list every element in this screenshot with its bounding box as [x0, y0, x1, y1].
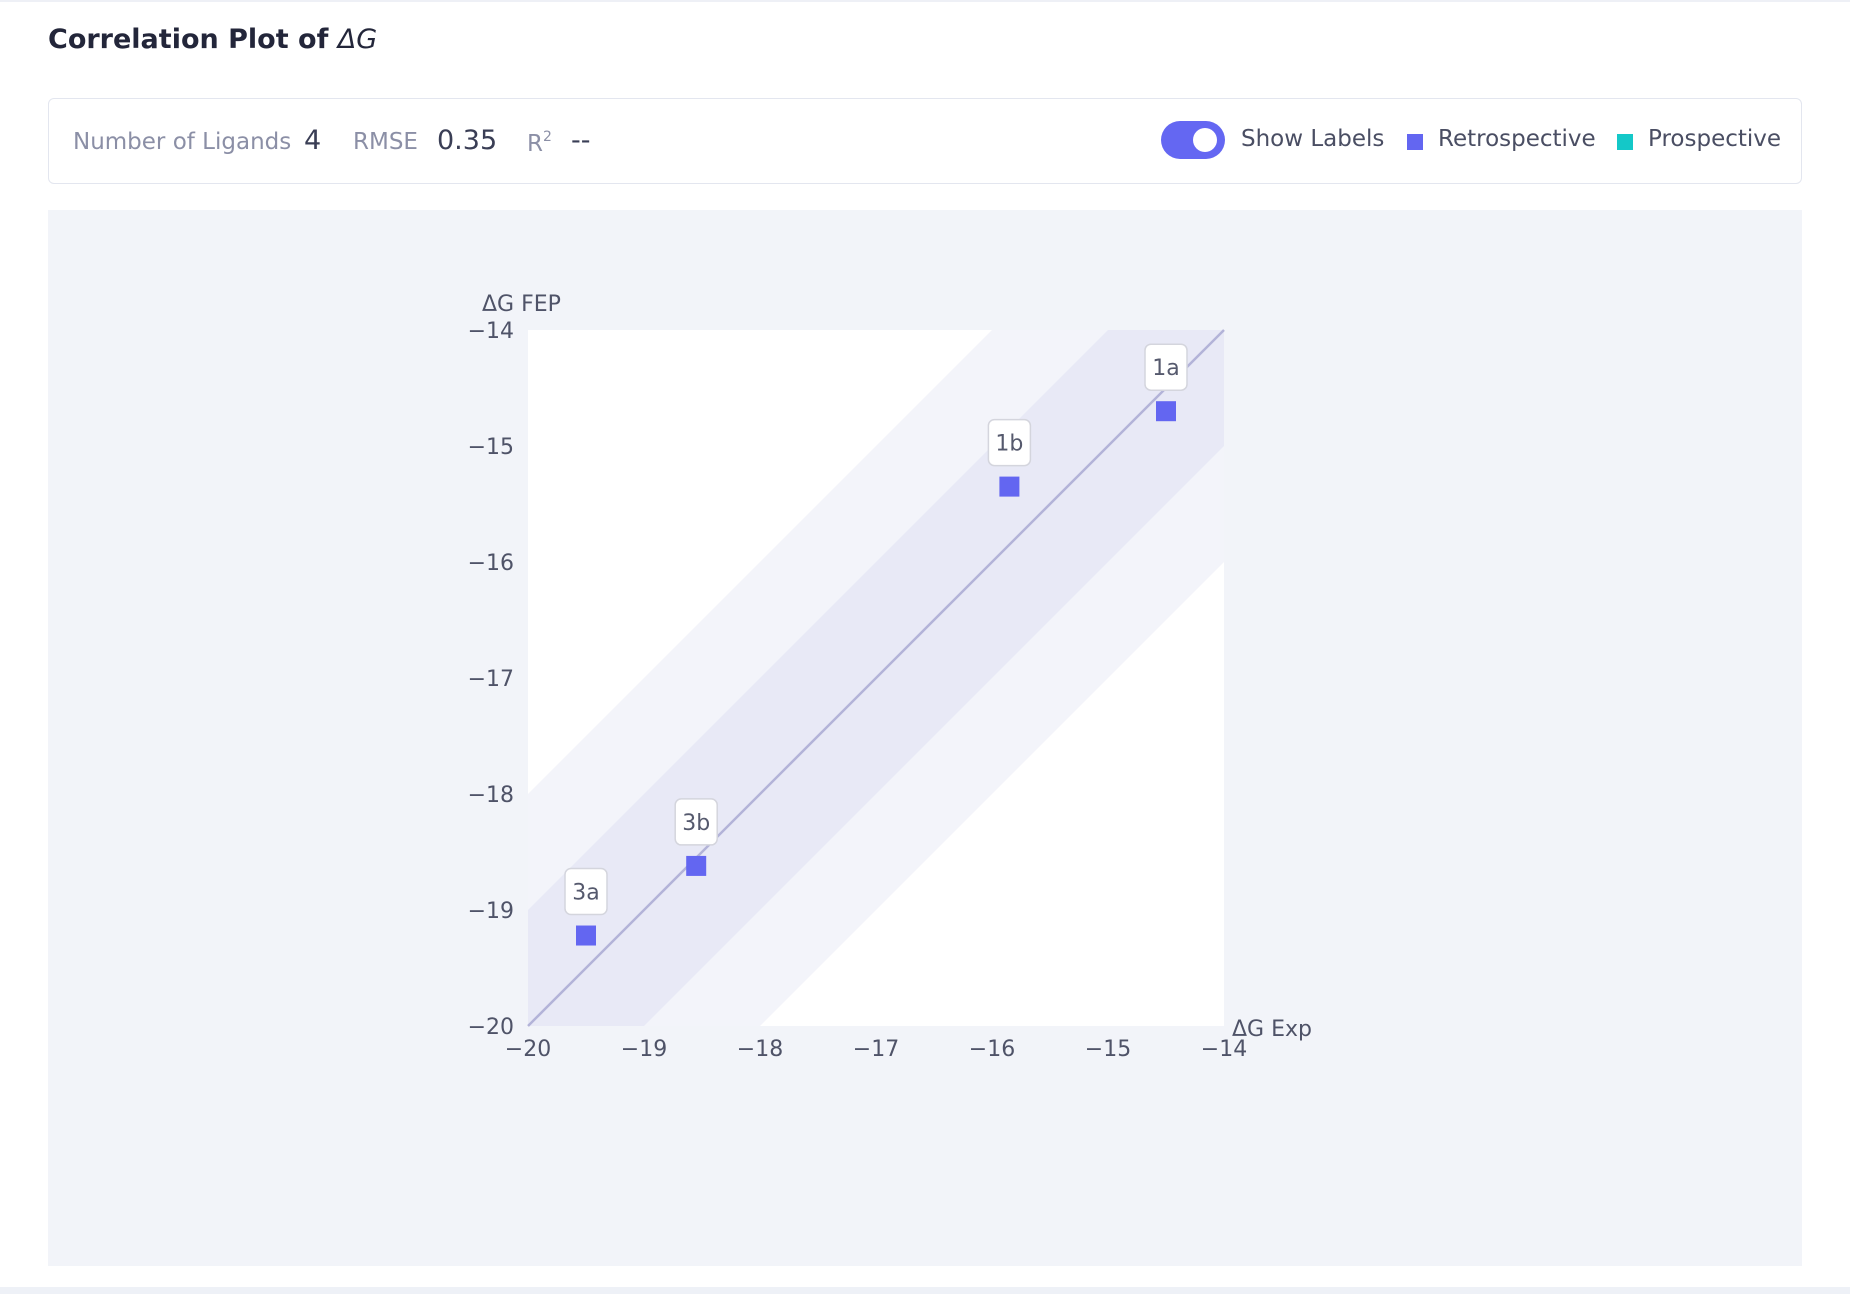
point-label-box-1a	[1144, 343, 1188, 391]
point-label-1a: 1a	[1152, 356, 1179, 381]
point-label-box-3a	[564, 867, 608, 916]
x-tick-label: −19	[621, 1037, 667, 1062]
r2-value: --	[571, 125, 591, 156]
r2-letter: R	[527, 131, 543, 157]
plot-panel: −20 −19 −18 −17 −16 −15 −14 −14 −15 −16 −17 −18 −19 −…	[48, 210, 1802, 1266]
rmse-label: RMSE	[353, 129, 418, 155]
point-label-box-3b	[674, 798, 718, 846]
legend-item-prospective[interactable]: Prospective	[1648, 126, 1782, 152]
point-label-3b: 3b	[682, 811, 710, 836]
data-point-3a	[576, 925, 596, 946]
x-tick-label: −14	[1201, 1037, 1247, 1062]
bottom-divider	[0, 1287, 1850, 1294]
ligand-count-value: 4	[304, 125, 322, 156]
y-axis-title: ΔG FEP	[482, 292, 561, 317]
correlation-chart: −20 −19 −18 −17 −16 −15 −14 −14 −15 −16 −17 −18 −19 −…	[468, 292, 1312, 1062]
x-tick-label: −15	[1085, 1037, 1131, 1062]
top-divider	[0, 0, 1850, 2]
ligand-count-label: Number of Ligands	[73, 129, 292, 155]
x-axis-title: ΔG Exp	[1232, 1017, 1312, 1042]
identity-line	[527, 329, 1225, 1027]
r2-superscript: 2	[542, 129, 552, 145]
x-tick-label: −18	[737, 1037, 783, 1062]
title-prefix: Correlation Plot of	[48, 24, 329, 55]
page-title: Correlation Plot of ΔG	[48, 24, 377, 55]
y-tick-label: −18	[468, 783, 514, 808]
point-label-3a: 3a	[572, 881, 599, 906]
legend-item-retrospective[interactable]: Retrospective	[1438, 126, 1596, 152]
x-tick-label: −20	[505, 1037, 551, 1062]
toggle-knob	[1193, 128, 1217, 152]
show-labels-toggle[interactable]	[1161, 121, 1225, 159]
y-tick-label: −19	[468, 899, 514, 924]
legend-swatch-retrospective	[1407, 134, 1423, 150]
y-tick-label: −16	[468, 551, 514, 576]
x-tick-label: −16	[969, 1037, 1015, 1062]
y-tick-label: −15	[468, 435, 514, 460]
y-tick-label: −14	[468, 319, 514, 344]
data-point-3b	[686, 855, 707, 876]
y-tick-label: −20	[468, 1015, 514, 1040]
data-point-1b	[999, 476, 1020, 497]
stats-bar: Number of Ligands 4 RMSE 0.35 R2 -- Show…	[48, 98, 1802, 184]
title-symbol: ΔG	[337, 24, 378, 55]
point-label-1b: 1b	[995, 432, 1023, 457]
data-point-1a	[1156, 401, 1176, 422]
rmse-value: 0.35	[437, 125, 498, 156]
x-tick-label: −17	[853, 1037, 899, 1062]
legend-swatch-prospective	[1617, 134, 1633, 150]
show-labels-label: Show Labels	[1241, 126, 1385, 152]
point-label-box-1b	[987, 418, 1032, 467]
y-tick-label: −17	[468, 667, 514, 692]
r2-label: R2	[527, 129, 552, 157]
